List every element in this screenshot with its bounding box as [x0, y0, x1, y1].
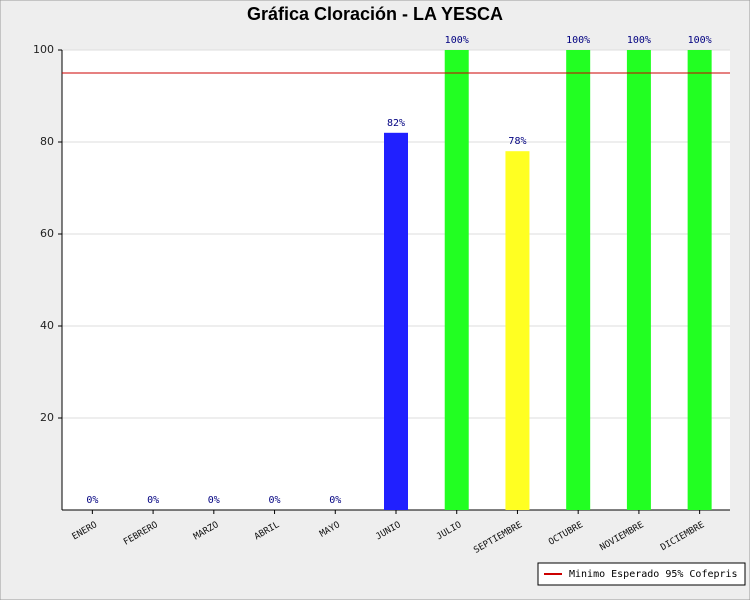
value-label: 0%	[147, 495, 159, 506]
bar	[566, 50, 591, 510]
value-label: 100%	[688, 35, 712, 46]
bar	[505, 151, 530, 510]
legend-box	[537, 562, 746, 586]
chart-title: Gráfica Cloración - LA YESCA	[247, 4, 503, 24]
value-label: 78%	[508, 136, 526, 147]
bar	[687, 50, 712, 510]
value-label: 0%	[329, 495, 341, 506]
y-tick-label: 20	[40, 411, 54, 424]
value-label: 0%	[208, 495, 220, 506]
y-tick-label: 60	[40, 227, 54, 240]
bar	[626, 50, 651, 510]
y-tick-label: 40	[40, 319, 54, 332]
y-tick-label: 80	[40, 135, 54, 148]
legend-label: Minimo Esperado 95% Cofepris	[569, 569, 738, 580]
bar	[384, 132, 408, 511]
value-label: 100%	[566, 35, 590, 46]
value-label: 0%	[86, 495, 98, 506]
value-label: 0%	[269, 495, 281, 506]
value-label: 100%	[445, 35, 469, 46]
y-tick-label: 100	[33, 43, 54, 56]
bar	[444, 50, 469, 510]
value-label: 82%	[387, 118, 405, 129]
value-label: 100%	[627, 35, 651, 46]
